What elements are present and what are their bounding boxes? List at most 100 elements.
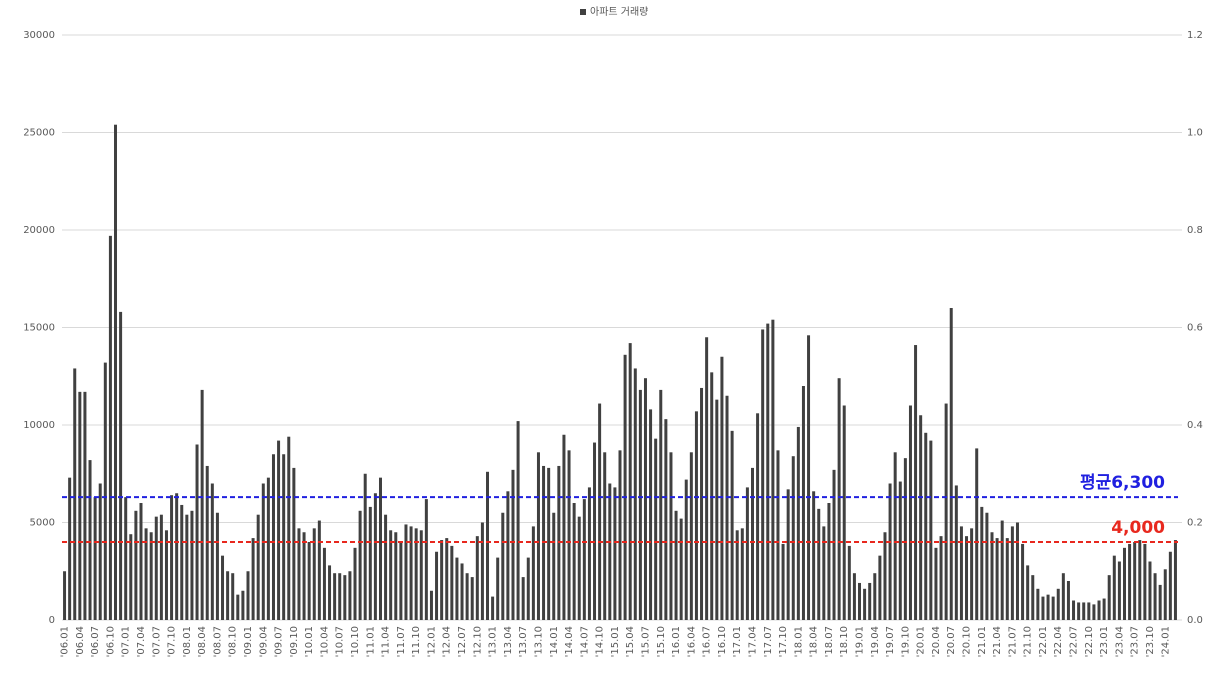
bar: [858, 582, 862, 620]
bar: [577, 516, 581, 620]
bar: [903, 458, 907, 620]
bar: [317, 520, 321, 620]
x-tick-label: '08.01: [182, 626, 193, 657]
bar: [460, 563, 464, 620]
bar: [608, 483, 612, 620]
bar: [496, 557, 500, 620]
x-tick-label: '07.04: [136, 626, 147, 657]
bar: [215, 512, 219, 620]
bar: [521, 577, 525, 620]
x-tick-label: '14.04: [564, 626, 575, 657]
bar: [1005, 538, 1009, 620]
bar: [781, 543, 785, 620]
bar: [679, 518, 683, 620]
bar: [878, 555, 882, 620]
bar: [1021, 543, 1025, 620]
x-tick-label: '12.10: [472, 626, 483, 657]
bar: [1015, 522, 1019, 620]
bar: [368, 506, 372, 620]
x-tick-label: '14.01: [549, 626, 560, 657]
bar: [486, 471, 490, 620]
bar: [419, 530, 423, 620]
bar: [1107, 575, 1111, 620]
x-tick-label: '06.01: [60, 626, 71, 657]
y2-tick-label: 0.4: [1187, 420, 1203, 431]
bar: [1112, 555, 1116, 620]
x-tick-label: '21.10: [1023, 626, 1034, 657]
x-tick-label: '16.04: [686, 626, 697, 657]
x-tick-label: '13.04: [503, 626, 514, 657]
bar: [445, 538, 449, 620]
x-tick-label: '22.07: [1069, 626, 1080, 657]
x-tick-label: '18.04: [809, 626, 820, 657]
bar: [154, 516, 158, 620]
bar: [271, 454, 275, 620]
bar: [1128, 543, 1132, 620]
bar: [582, 499, 586, 620]
bar: [868, 582, 872, 620]
bar: [934, 547, 938, 620]
x-tick-label: '17.04: [747, 626, 758, 657]
bar: [638, 389, 642, 620]
bar: [1117, 561, 1121, 620]
bar: [562, 434, 566, 620]
bar: [175, 493, 179, 620]
x-tick-label: '23.04: [1114, 626, 1125, 657]
bar: [78, 391, 82, 620]
bar: [995, 538, 999, 620]
bar: [1138, 540, 1142, 620]
bar: [124, 497, 128, 620]
bar: [170, 495, 174, 620]
bar: [1061, 573, 1065, 620]
bar: [226, 571, 230, 620]
x-tick-label: '17.10: [778, 626, 789, 657]
bar: [292, 467, 296, 620]
bar: [883, 532, 887, 620]
x-tick-label: '11.04: [381, 626, 392, 657]
bar: [623, 354, 627, 620]
bar: [63, 571, 67, 620]
bar: [817, 508, 821, 620]
x-tick-label: '14.07: [579, 626, 590, 657]
bar: [536, 452, 540, 620]
bar: [297, 528, 301, 620]
bar: [328, 565, 332, 620]
bar: [144, 528, 148, 620]
x-tick-label: '09.04: [258, 626, 269, 657]
bar: [750, 467, 754, 620]
bar: [888, 483, 892, 620]
bar: [684, 479, 688, 620]
bar: [618, 450, 622, 620]
bar: [409, 526, 413, 620]
bar: [954, 485, 958, 620]
bar: [929, 440, 933, 620]
y2-tick-label: 1.0: [1187, 128, 1203, 139]
bar: [893, 452, 897, 620]
bar: [282, 454, 286, 620]
x-tick-label: '15.10: [656, 626, 667, 657]
bar: [1066, 581, 1070, 620]
bar: [842, 405, 846, 620]
bar: [725, 395, 729, 620]
bar: [435, 551, 439, 620]
bar: [593, 442, 597, 620]
bar: [822, 526, 826, 620]
bar: [827, 503, 831, 620]
bar: [1010, 526, 1014, 620]
bar: [705, 337, 709, 620]
bar: [1077, 602, 1081, 620]
bar: [455, 557, 459, 620]
bar: [470, 577, 474, 620]
y-tick-label: 15000: [23, 323, 55, 334]
bar: [363, 473, 367, 620]
bar: [139, 503, 143, 620]
x-tick-label: '10.07: [335, 626, 346, 657]
x-tick-label: '11.01: [365, 626, 376, 657]
bar: [1158, 584, 1162, 620]
bar: [572, 503, 576, 620]
x-tick-label: '23.10: [1145, 626, 1156, 657]
reference-label: 4,000: [1111, 518, 1165, 538]
bar: [761, 329, 765, 620]
x-tick-label: '20.07: [946, 626, 957, 657]
bar: [164, 530, 168, 620]
